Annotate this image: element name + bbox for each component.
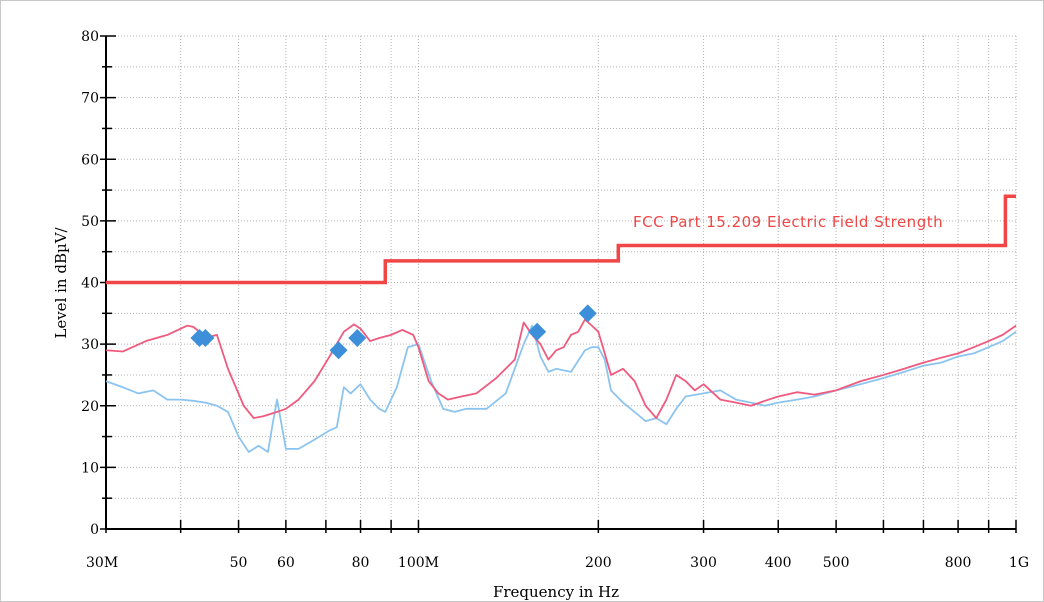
peak-marker [196,328,215,347]
series-group [105,318,1017,453]
x-tick-label: 80 [352,555,370,571]
peak-marker [528,322,547,341]
x-tick-label: 300 [690,555,717,571]
x-tick-labels: 30M 50 60 80 100M 200 300 400 500 800 1G [86,555,1029,571]
x-tick-label: 30M [86,555,118,571]
y-axis-title: Level in dBµV/ [52,226,70,338]
x-tick-label: 60 [277,555,295,571]
peak-marker [578,304,597,323]
y-tick-label: 0 [90,522,99,538]
y-tick-label: 30 [81,337,99,353]
x-axis-title: Frequency in Hz [493,583,619,601]
x-tick-label: 500 [823,555,850,571]
x-tick-label: 100M [398,555,439,571]
peak-marker [329,341,348,360]
x-tick-label: 800 [945,555,972,571]
y-tick-label: 60 [81,152,99,168]
y-tick-labels: 0 10 20 30 40 50 60 70 80 [81,29,99,538]
average-trace [105,324,1017,453]
x-tick-label: 1G [1009,555,1029,571]
y-tick-label: 80 [81,29,99,45]
peak-marker [348,328,367,347]
limit-line [106,194,1016,285]
x-tick-label: 50 [230,555,248,571]
x-tick-label: 400 [765,555,792,571]
limit-line-group [106,194,1016,285]
peak-markers [190,304,597,360]
peak-trace [105,318,1017,419]
y-tick-label: 20 [81,399,99,415]
y-tick-label: 70 [81,91,99,107]
axes [100,35,1017,533]
y-tick-label: 10 [81,460,99,476]
x-tick-label: 200 [585,555,612,571]
y-tick-label: 40 [81,276,99,292]
y-tick-label: 50 [81,214,99,230]
limit-line-label: FCC Part 15.209 Electric Field Strength [633,213,943,231]
